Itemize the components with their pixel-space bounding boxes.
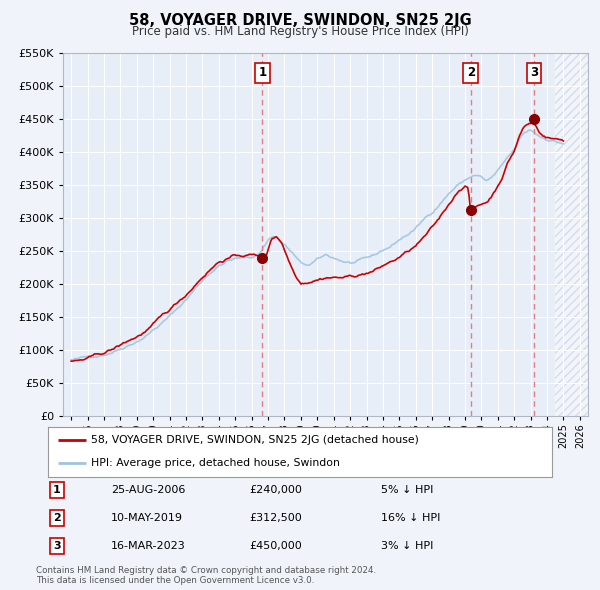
Text: 10-MAY-2019: 10-MAY-2019 [111,513,183,523]
Text: 3: 3 [53,542,61,551]
Text: 2: 2 [467,67,475,80]
Bar [555,53,588,416]
Text: HPI: Average price, detached house, Swindon: HPI: Average price, detached house, Swin… [91,458,340,468]
Text: £240,000: £240,000 [249,485,302,494]
Text: 58, VOYAGER DRIVE, SWINDON, SN25 2JG (detached house): 58, VOYAGER DRIVE, SWINDON, SN25 2JG (de… [91,435,419,445]
Text: Contains HM Land Registry data © Crown copyright and database right 2024.
This d: Contains HM Land Registry data © Crown c… [36,566,376,585]
Text: 16-MAR-2023: 16-MAR-2023 [111,542,186,551]
Text: 3: 3 [530,67,538,80]
Text: 5% ↓ HPI: 5% ↓ HPI [381,485,433,494]
Text: Price paid vs. HM Land Registry's House Price Index (HPI): Price paid vs. HM Land Registry's House … [131,25,469,38]
Text: £450,000: £450,000 [249,542,302,551]
Text: 1: 1 [258,67,266,80]
Text: 25-AUG-2006: 25-AUG-2006 [111,485,185,494]
Text: 1: 1 [53,485,61,494]
Text: 3% ↓ HPI: 3% ↓ HPI [381,542,433,551]
Text: 2: 2 [53,513,61,523]
Text: £312,500: £312,500 [249,513,302,523]
Text: 58, VOYAGER DRIVE, SWINDON, SN25 2JG: 58, VOYAGER DRIVE, SWINDON, SN25 2JG [128,13,472,28]
Bar [555,53,588,416]
Text: 16% ↓ HPI: 16% ↓ HPI [381,513,440,523]
